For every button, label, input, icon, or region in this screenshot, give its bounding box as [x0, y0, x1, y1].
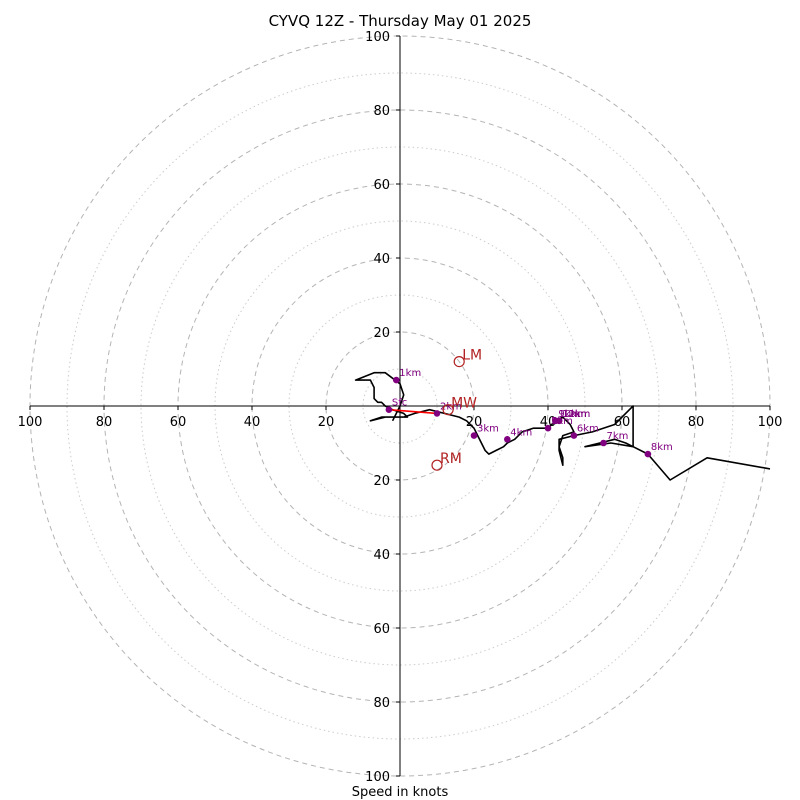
x-axis-label: Speed in knots: [352, 785, 449, 800]
storm-motion-markers: LM MW RM: [431, 348, 482, 471]
y-tick-label: 40: [373, 548, 390, 563]
x-tick-label: 60: [170, 415, 187, 430]
height-point: [544, 424, 552, 432]
height-label: 4km: [510, 427, 532, 438]
x-tick-label: 40: [540, 415, 557, 430]
y-tick-label: 100: [365, 30, 390, 45]
storm-motion-marker: [442, 404, 454, 416]
height-point: [600, 439, 607, 447]
height-point: [385, 406, 393, 414]
y-tick-label: 60: [373, 178, 390, 193]
x-tick-label: 100: [758, 415, 783, 430]
height-point: [644, 450, 652, 458]
x-tick-label: 80: [96, 415, 113, 430]
y-tick-label: 40: [373, 252, 390, 267]
storm-motion-label: RM: [440, 451, 462, 467]
y-tick-label: 100: [365, 770, 390, 785]
chart-title: CYVQ 12Z - Thursday May 01 2025: [269, 12, 532, 30]
height-point: [504, 436, 511, 443]
height-markers: Sfc1km2km3km4km5km6km7km8km9km10km11km12…: [385, 368, 673, 458]
height-label: 6km: [577, 424, 599, 435]
axis-tick-labels: 100 100 80 80 60 60 40 40 20 20 20 20 40 40 60 60 80 80 10…: [18, 30, 783, 785]
height-label: Sfc: [392, 398, 407, 409]
hodograph-line: [354, 371, 771, 481]
x-tick-label: 20: [318, 415, 335, 430]
storm-motion-label: LM: [462, 348, 482, 364]
storm-motion-label: MW: [451, 396, 477, 412]
x-tick-label: 100: [18, 415, 43, 430]
y-tick-label: 20: [373, 474, 390, 489]
y-tick-label: 80: [373, 696, 390, 711]
height-label: 7km: [607, 431, 629, 442]
height-point: [393, 376, 400, 384]
height-label: 10km: [558, 409, 586, 420]
y-tick-label: 80: [373, 104, 390, 119]
storm-motion-marker: [453, 356, 465, 368]
y-tick-label: 60: [373, 622, 390, 637]
y-tick-label: 20: [373, 326, 390, 341]
x-tick-label: 40: [244, 415, 261, 430]
height-point: [570, 432, 578, 439]
height-point: [433, 410, 441, 417]
height-label: 12km: [562, 409, 590, 420]
storm-motion-marker: [431, 459, 443, 471]
height-point: [555, 417, 563, 425]
shear-vector: [388, 408, 438, 415]
height-label: 11km: [562, 409, 590, 420]
height-label: 1km: [399, 368, 421, 379]
height-label: 3km: [477, 424, 499, 435]
x-tick-label: 20: [466, 415, 483, 430]
x-tick-label: 80: [688, 415, 705, 430]
hodograph-trace: [354, 371, 771, 481]
x-tick-label: 60: [614, 415, 631, 430]
height-label: 9km: [558, 409, 580, 420]
height-label: 8km: [651, 442, 673, 453]
height-point: [470, 432, 478, 439]
height-label: 2km: [440, 401, 462, 412]
